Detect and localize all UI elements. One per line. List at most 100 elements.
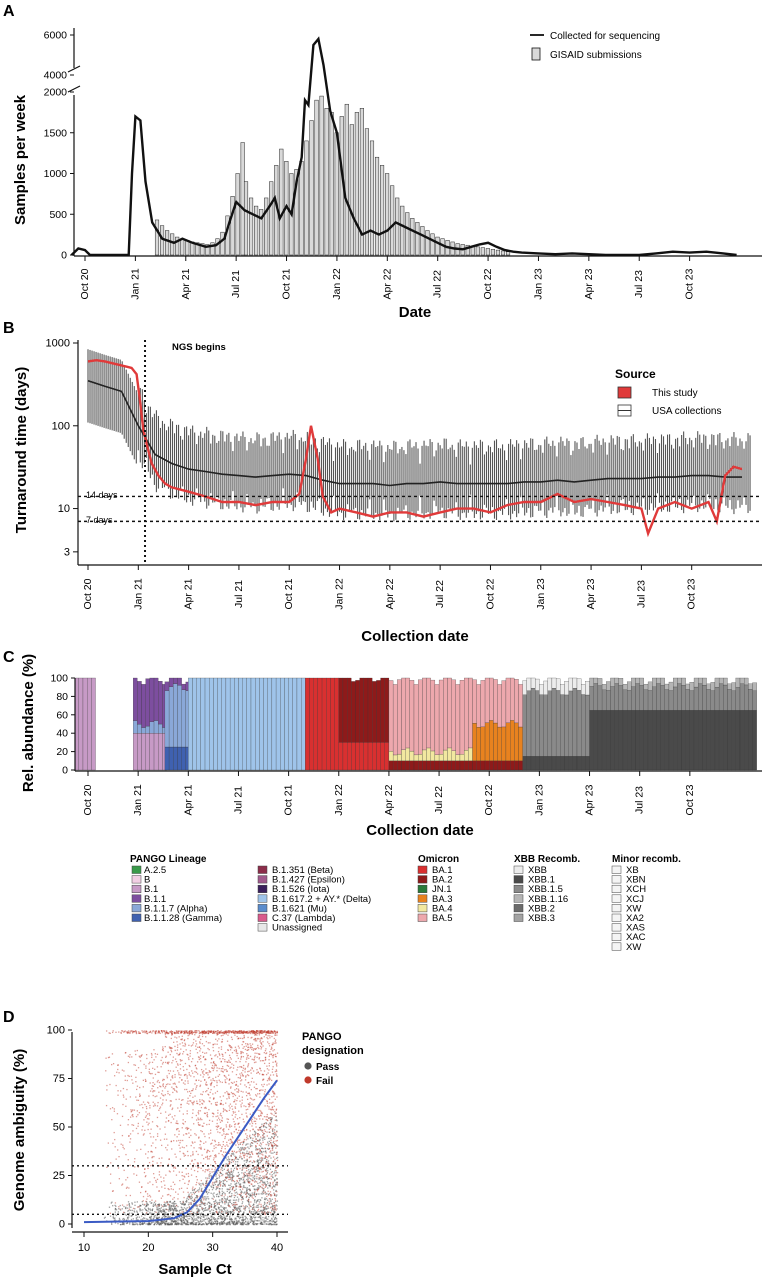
pass-point (215, 1208, 218, 1211)
fail-point (179, 1030, 181, 1032)
pass-point (268, 1223, 271, 1225)
fail-point (215, 1076, 217, 1078)
fail-point (223, 1109, 225, 1111)
pass-point (232, 1222, 235, 1225)
fail-point (237, 1139, 239, 1141)
pass-point (183, 1214, 186, 1216)
fail-point (173, 1088, 175, 1090)
fail-point (125, 1179, 127, 1181)
fail-point (195, 1040, 197, 1042)
pass-point (229, 1176, 231, 1179)
fail-point (269, 1035, 271, 1037)
fail-point (222, 1055, 224, 1057)
fail-point (148, 1161, 151, 1164)
pass-point (274, 1179, 276, 1181)
fail-point (224, 1060, 226, 1063)
abundance-bar (255, 677, 260, 771)
fail-point (260, 1069, 262, 1072)
pass-point (241, 1221, 244, 1224)
abundance-bar (359, 742, 364, 771)
fail-point (205, 1181, 208, 1184)
fail-point (168, 1114, 170, 1116)
pass-point (262, 1167, 264, 1169)
fail-point (117, 1149, 119, 1151)
panel-c-x-title: Collection date (366, 822, 474, 839)
fail-point (162, 1099, 164, 1101)
pass-point (244, 1182, 246, 1184)
fail-point (170, 1164, 173, 1166)
abundance-bar (168, 686, 174, 748)
fail-point (224, 1145, 226, 1147)
fail-point (206, 1158, 209, 1160)
pass-point (245, 1196, 248, 1199)
fail-point (135, 1096, 137, 1098)
pass-point (143, 1222, 146, 1225)
x-tick-label: Jan 22 (333, 784, 345, 816)
pass-point (173, 1219, 175, 1221)
pass-point (246, 1222, 248, 1224)
pass-point (173, 1202, 176, 1205)
fail-point (232, 1137, 234, 1139)
pass-point (255, 1132, 257, 1134)
pass-point (230, 1168, 232, 1170)
fail-point (237, 1143, 240, 1146)
pass-point (118, 1208, 120, 1210)
fail-point (265, 1160, 267, 1163)
fail-point (154, 1103, 156, 1105)
fail-point (203, 1142, 205, 1144)
fail-point (246, 1043, 249, 1045)
abundance-bar (518, 684, 523, 728)
pass-point (167, 1214, 169, 1216)
pass-point (174, 1222, 177, 1224)
pass-point (223, 1207, 225, 1210)
fail-point (251, 1208, 254, 1211)
gisaid-bar (230, 196, 235, 256)
fail-point (122, 1031, 125, 1033)
abundance-bar (164, 681, 170, 691)
fail-point (235, 1073, 238, 1076)
pass-point (191, 1210, 193, 1212)
gisaid-bar (390, 185, 395, 256)
abundance-bar (505, 722, 511, 761)
fail-point (152, 1105, 155, 1107)
pass-point (235, 1161, 237, 1163)
pass-point (270, 1152, 272, 1154)
fail-point (262, 1167, 265, 1169)
pass-point (235, 1183, 237, 1185)
fail-point (228, 1097, 230, 1099)
pass-point (235, 1217, 237, 1220)
abundance-bar (141, 727, 146, 734)
fail-point (156, 1105, 159, 1107)
fail-point (267, 1205, 269, 1208)
pass-point (253, 1208, 256, 1210)
fail-point (191, 1089, 194, 1092)
pass-point (152, 1218, 155, 1220)
pass-point (252, 1223, 254, 1225)
pass-point (140, 1215, 143, 1217)
pass-point (270, 1200, 272, 1202)
pass-point (243, 1176, 245, 1178)
pass-point (226, 1222, 229, 1224)
fail-point (220, 1127, 222, 1129)
pass-point (231, 1218, 233, 1221)
fail-point (255, 1040, 258, 1042)
pass-point (241, 1219, 243, 1222)
pass-point (257, 1159, 259, 1162)
pass-point (139, 1205, 142, 1207)
pass-point (234, 1192, 236, 1194)
fail-point (246, 1170, 248, 1172)
fail-point (262, 1041, 264, 1043)
fail-point (200, 1093, 202, 1095)
pass-point (197, 1216, 200, 1218)
fail-point (265, 1155, 267, 1158)
fail-point (233, 1030, 235, 1032)
pass-point (271, 1210, 273, 1212)
pass-point (231, 1185, 233, 1188)
pass-point (172, 1214, 174, 1216)
pass-point (274, 1211, 276, 1213)
fail-point (149, 1104, 151, 1107)
gisaid-bar (154, 219, 160, 256)
abundance-bar (689, 682, 695, 691)
fail-point (219, 1184, 222, 1186)
fail-point (251, 1067, 253, 1069)
